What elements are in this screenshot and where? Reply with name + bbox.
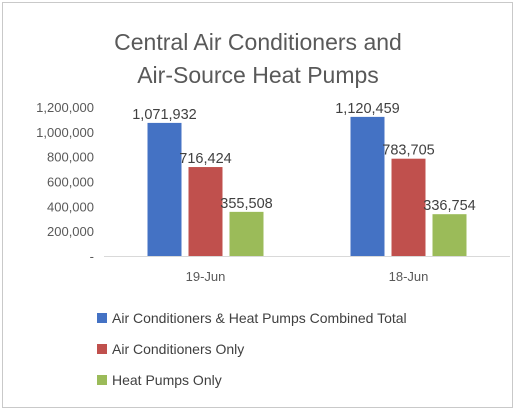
bar: [147, 122, 182, 256]
bar: [188, 167, 223, 256]
legend: Air Conditioners & Heat Pumps Combined T…: [97, 310, 407, 388]
plot-area: - 200,000 400,000 600,000 800,000 1,000,000 1,…: [36, 100, 510, 284]
chart-title-line-2: Air-Source Heat Pumps: [137, 62, 379, 88]
y-tick-label: 800,000: [47, 150, 94, 165]
chart-frame: [2, 2, 513, 408]
data-label: 1,120,459: [335, 101, 400, 117]
y-tick-label: 600,000: [47, 175, 94, 190]
y-tick-label: 1,200,000: [36, 100, 94, 115]
data-label: 355,508: [220, 196, 272, 212]
y-tick-label: 400,000: [47, 199, 94, 214]
bar: [432, 214, 467, 256]
bar: [350, 116, 385, 256]
x-tick-label: 19-Jun: [186, 269, 226, 284]
chart-title-line-1: Central Air Conditioners and: [114, 29, 402, 55]
legend-label: Air Conditioners Only: [112, 341, 244, 357]
legend-label: Heat Pumps Only: [112, 372, 222, 388]
data-label: 783,705: [382, 143, 434, 159]
bar: [391, 158, 426, 256]
legend-swatch: [97, 313, 107, 323]
legend-swatch: [97, 375, 107, 385]
x-tick-label: 18-Jun: [389, 269, 429, 284]
legend-label: Air Conditioners & Heat Pumps Combined T…: [112, 310, 407, 326]
bar: [229, 211, 264, 256]
data-label: 1,071,932: [132, 107, 197, 123]
data-label: 716,424: [179, 151, 231, 167]
y-tick-label: 1,000,000: [36, 125, 94, 140]
data-label: 336,754: [423, 198, 475, 214]
y-tick-label: 200,000: [47, 224, 94, 239]
y-tick-label: -: [90, 249, 94, 264]
legend-swatch: [97, 344, 107, 354]
